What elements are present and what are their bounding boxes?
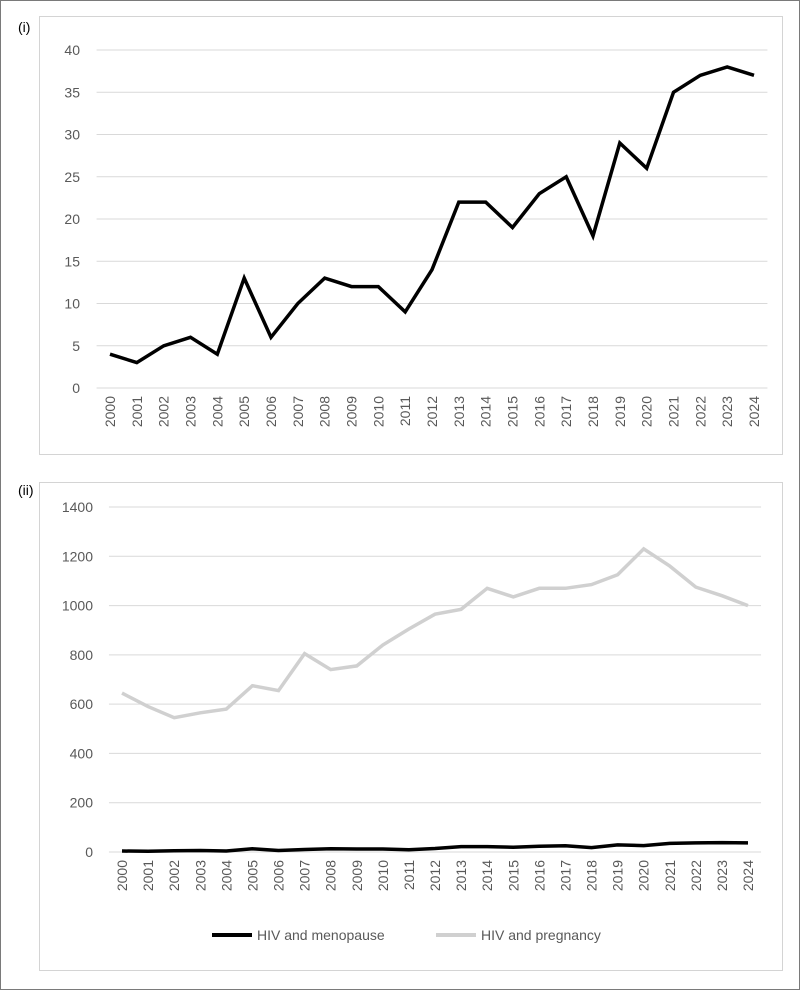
y-tick-label: 800 <box>70 647 94 663</box>
x-tick-label: 2012 <box>424 396 440 427</box>
x-tick-label: 2018 <box>584 860 600 891</box>
x-tick-label: 2006 <box>271 860 287 891</box>
x-tick-label: 2002 <box>166 860 182 891</box>
x-tick-label: 2021 <box>666 396 682 427</box>
x-tick-label: 2001 <box>129 396 145 427</box>
x-tick-label: 2000 <box>114 860 130 891</box>
x-tick-label: 2015 <box>505 860 521 891</box>
series-line-hiv-and-pregnancy <box>122 549 748 718</box>
chart-2: 0 200 400 600 800 1000 1200 1400 2000 2001 2002 200… <box>62 499 761 943</box>
x-tick-label: 2022 <box>692 396 708 427</box>
x-tick-label: 2000 <box>102 396 118 427</box>
y-tick-label: 600 <box>70 696 94 712</box>
x-tick-label: 2004 <box>218 860 234 891</box>
x-tick-label: 2003 <box>183 396 199 427</box>
x-tick-label: 2013 <box>453 860 469 891</box>
x-tick-label: 2014 <box>479 860 495 891</box>
x-tick-label: 2019 <box>612 396 628 427</box>
y-tick-label: 1400 <box>62 499 93 515</box>
series-line-count <box>110 67 754 363</box>
x-tick-label: 2011 <box>397 396 413 426</box>
x-tick-label: 2014 <box>478 396 494 427</box>
y-tick-label: 30 <box>64 127 80 143</box>
y-tick-label: 5 <box>72 338 80 354</box>
x-tick-label: 2023 <box>719 396 735 427</box>
x-tick-label: 2004 <box>209 396 225 427</box>
y-tick-label: 35 <box>64 84 80 100</box>
x-tick-label: 2007 <box>290 396 306 427</box>
y-tick-label: 20 <box>64 211 80 227</box>
x-tick-label: 2024 <box>746 396 762 427</box>
x-tick-label: 2013 <box>451 396 467 427</box>
x-tick-label: 2016 <box>531 396 547 427</box>
x-tick-label: 2022 <box>688 860 704 891</box>
y-tick-label: 0 <box>72 380 80 396</box>
y-tick-label: 1000 <box>62 598 93 614</box>
x-tick-label: 2020 <box>639 396 655 427</box>
x-tick-label: 2021 <box>662 860 678 891</box>
x-tick-label: 2012 <box>427 860 443 891</box>
y-tick-label: 1200 <box>62 548 93 564</box>
x-tick-label: 2010 <box>370 396 386 427</box>
x-tick-label: 2023 <box>714 860 730 891</box>
x-tick-label: 2002 <box>156 396 172 427</box>
x-tick-label: 2011 <box>401 860 417 890</box>
x-tick-label: 2017 <box>558 396 574 427</box>
x-tick-label: 2006 <box>263 396 279 427</box>
y-tick-label: 10 <box>64 296 80 312</box>
chart-1: 0 5 10 15 20 25 30 35 40 2000 2001 2002 2003 2004 2005… <box>64 42 767 427</box>
x-tick-label: 2024 <box>740 860 756 891</box>
y-tick-label: 25 <box>64 169 80 185</box>
x-tick-label: 2005 <box>244 860 260 891</box>
figure-svg: 05101520253035402000 2001 2002 2003 2004 2005… <box>0 0 800 990</box>
x-tick-label: 2015 <box>505 396 521 427</box>
y-tick-label: 0 <box>85 844 93 860</box>
y-tick-label: 40 <box>64 42 80 58</box>
x-tick-label: 2016 <box>531 860 547 891</box>
x-tick-label: 2005 <box>236 396 252 427</box>
y-tick-label: 200 <box>70 795 94 811</box>
x-tick-label: 2008 <box>317 396 333 427</box>
x-tick-label: 2018 <box>585 396 601 427</box>
x-tick-label: 2010 <box>375 860 391 891</box>
legend-label: HIV and menopause <box>257 927 385 943</box>
x-tick-label: 2007 <box>297 860 313 891</box>
y-tick-label: 400 <box>70 745 94 761</box>
x-tick-label: 2003 <box>192 860 208 891</box>
x-tick-label: 2009 <box>344 396 360 427</box>
x-tick-label: 2020 <box>636 860 652 891</box>
y-tick-label: 15 <box>64 253 80 269</box>
x-tick-label: 2001 <box>140 860 156 891</box>
x-tick-label: 2008 <box>323 860 339 891</box>
x-tick-label: 2017 <box>557 860 573 891</box>
series-line-hiv-and-menopause <box>122 843 748 852</box>
x-tick-label: 2009 <box>349 860 365 891</box>
legend-label: HIV and pregnancy <box>481 927 601 943</box>
x-tick-label: 2019 <box>610 860 626 891</box>
